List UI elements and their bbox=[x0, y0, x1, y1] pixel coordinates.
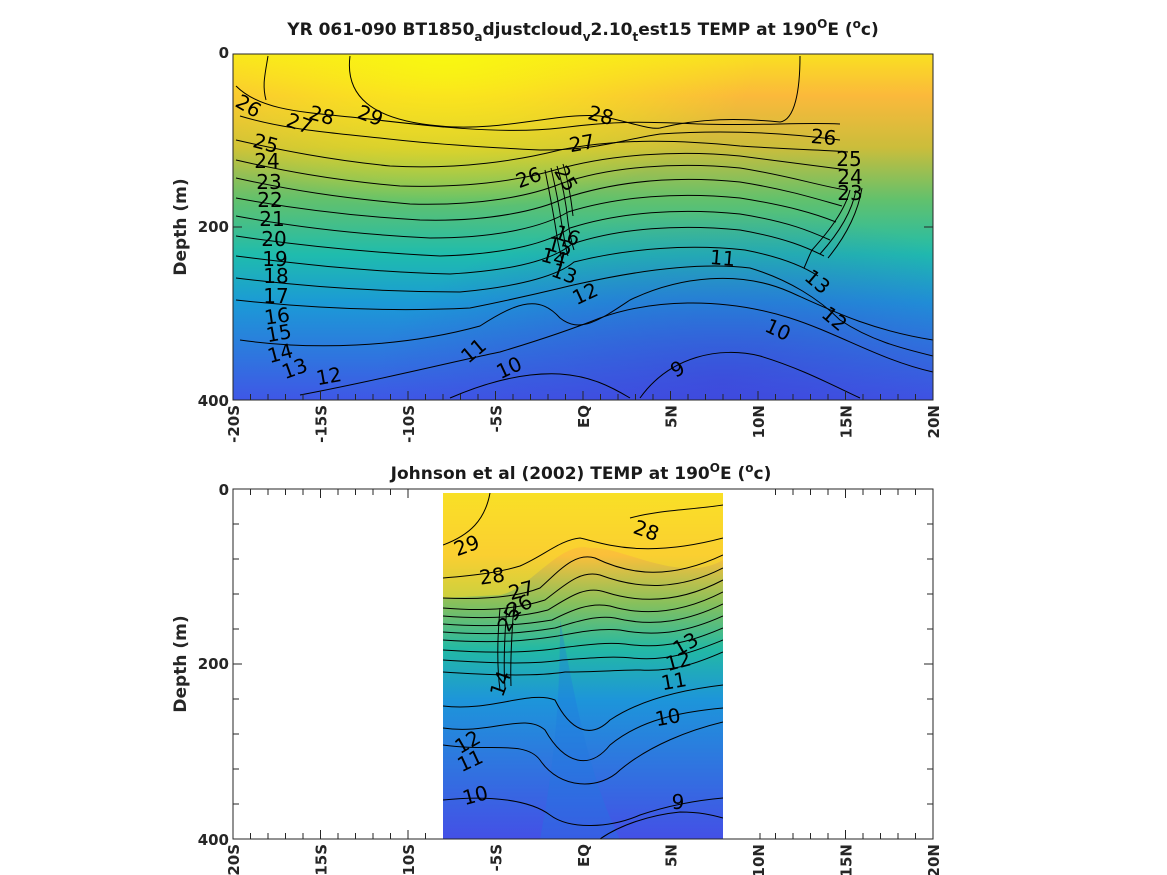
model-axes: -20S -15S -10S -5S EQ 5N 10N 15N 20N 0 2… bbox=[171, 44, 943, 443]
model-contour-label: 19 bbox=[262, 247, 287, 271]
observed-temperature-field bbox=[443, 493, 723, 839]
observed-x-tick-label: -20S bbox=[225, 844, 243, 875]
model-contour-label: 15 bbox=[264, 319, 293, 347]
model-major-ticks bbox=[233, 226, 933, 400]
observed-y-tick-labels: 0 200 400 bbox=[198, 481, 229, 849]
observed-minor-ticks bbox=[233, 489, 933, 839]
model-x-tick-label: -5S bbox=[488, 405, 506, 432]
observed-axes: -20S -15S -10S -5S EQ 5N 10N 15N 20N 0 2… bbox=[171, 481, 943, 875]
model-y-tick-label: 0 bbox=[219, 44, 229, 62]
observed-temperature-panel: Johnson et al (2002) TEMP at 190OE (oc) bbox=[171, 461, 943, 875]
model-panel-title: YR 061-090 BT1850adjustcloudv2.10test15 … bbox=[286, 17, 878, 44]
model-contour-label: 23 bbox=[837, 181, 862, 205]
model-x-tick-label: EQ bbox=[575, 405, 593, 428]
observed-y-tick-label: 0 bbox=[219, 481, 229, 499]
model-y-tick-label: 400 bbox=[198, 392, 229, 410]
observed-panel-title: Johnson et al (2002) TEMP at 190OE (oc) bbox=[390, 461, 772, 484]
observed-contour-label: 11 bbox=[659, 667, 688, 695]
model-contour-label: 22 bbox=[257, 188, 282, 212]
model-x-tick-labels: -20S -15S -10S -5S EQ 5N 10N 15N 20N bbox=[225, 405, 943, 443]
observed-x-tick-label: EQ bbox=[575, 844, 593, 867]
model-x-tick-label: 20N bbox=[925, 405, 943, 438]
observed-isotherms bbox=[443, 493, 723, 839]
model-contour-label: 24 bbox=[254, 149, 279, 173]
observed-x-tick-label: -15S bbox=[313, 844, 331, 875]
model-contour-label: 17 bbox=[263, 284, 288, 308]
model-y-tick-labels: 0 200 400 bbox=[198, 44, 229, 410]
observed-major-ticks bbox=[233, 489, 933, 839]
model-contour-label: 16 bbox=[263, 302, 292, 329]
model-contour-label: 24 bbox=[837, 165, 862, 189]
model-x-tick-label: -20S bbox=[225, 405, 243, 443]
observed-x-tick-labels: -20S -15S -10S -5S EQ 5N 10N 15N 20N bbox=[225, 844, 943, 875]
model-x-tick-label: -10S bbox=[400, 405, 418, 443]
model-temperature-field bbox=[233, 54, 933, 400]
model-contour-label: 20 bbox=[261, 227, 286, 251]
observed-contour-label: 9 bbox=[672, 790, 685, 814]
model-contour-label: 12 bbox=[314, 362, 343, 390]
model-contour-label: 21 bbox=[259, 207, 284, 231]
model-contour-label: 18 bbox=[263, 264, 288, 288]
observed-y-axis-label: Depth (m) bbox=[171, 615, 191, 712]
model-y-axis-label: Depth (m) bbox=[171, 178, 191, 275]
model-contour-label: 27 bbox=[567, 129, 596, 157]
observed-x-tick-label: 20N bbox=[925, 844, 943, 875]
observed-x-tick-label: 5N bbox=[663, 844, 681, 867]
model-temperature-panel: YR 061-090 BT1850adjustcloudv2.10test15 … bbox=[171, 17, 943, 443]
model-contour-labels: 26 27 28 29 25 24 23 22 21 20 19 18 17 1… bbox=[231, 89, 862, 390]
observed-contour-label: 28 bbox=[478, 562, 507, 589]
observed-contour-label: 10 bbox=[653, 703, 682, 731]
observed-y-tick-label: 200 bbox=[198, 655, 229, 673]
model-minor-ticks bbox=[250, 394, 916, 400]
observed-x-tick-label: -5S bbox=[488, 844, 506, 871]
model-x-tick-label: 5N bbox=[663, 405, 681, 428]
model-contour-label: 26 bbox=[810, 124, 837, 150]
model-contour-label: 25 bbox=[836, 147, 861, 171]
model-y-tick-label: 200 bbox=[198, 218, 229, 236]
model-isotherms bbox=[235, 55, 933, 399]
observed-x-tick-label: 10N bbox=[750, 844, 768, 875]
model-contour-label: 11 bbox=[709, 245, 736, 271]
observed-x-tick-label: 15N bbox=[838, 844, 856, 875]
model-contour-label: 23 bbox=[256, 170, 281, 194]
model-x-tick-label: 15N bbox=[838, 405, 856, 438]
model-x-tick-label: -15S bbox=[313, 405, 331, 443]
model-x-tick-label: 10N bbox=[750, 405, 768, 438]
observed-x-tick-label: -10S bbox=[400, 844, 418, 875]
observed-y-tick-label: 400 bbox=[198, 831, 229, 849]
